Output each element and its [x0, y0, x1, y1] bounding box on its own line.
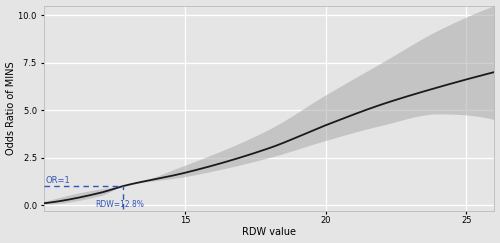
Text: OR=1: OR=1 [46, 176, 70, 185]
Text: RDW=12.8%: RDW=12.8% [96, 200, 144, 209]
X-axis label: RDW value: RDW value [242, 227, 296, 237]
Y-axis label: Odds Ratio of MINS: Odds Ratio of MINS [6, 61, 16, 155]
